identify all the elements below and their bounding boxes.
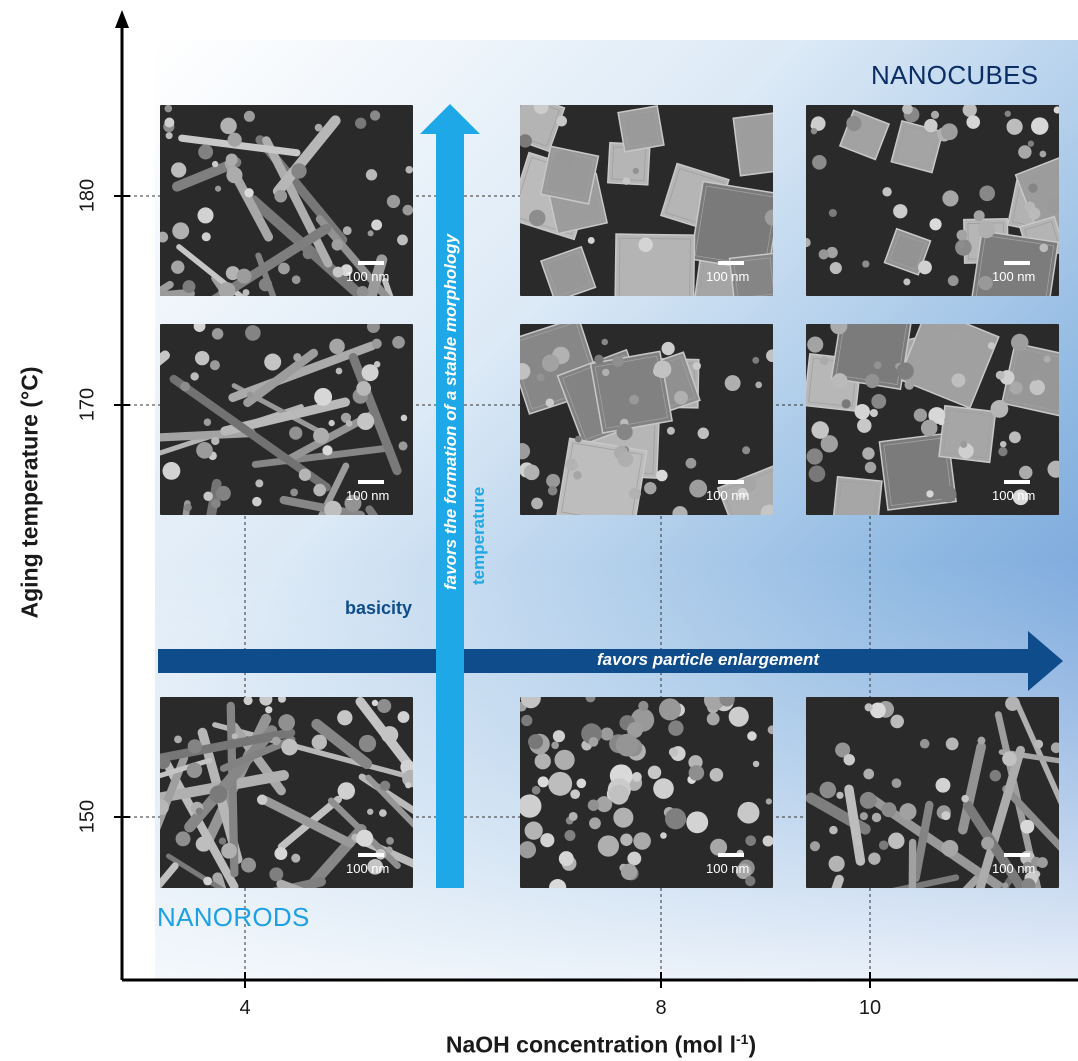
x-tick-10: 10: [858, 997, 882, 1019]
y-tick-170: 170: [76, 387, 99, 422]
scale-label: 100 nm: [706, 488, 750, 503]
basicity-label: basicity: [345, 598, 413, 618]
scale-label: 100 nm: [992, 861, 1036, 876]
micrograph-8-170: 100 nm: [520, 324, 773, 515]
micrograph-10-150: 100 nm: [806, 697, 1059, 888]
micrograph-4-180: 100 nm: [160, 105, 413, 296]
scale-bar: [718, 853, 744, 857]
stable-morphology-note: favors the formation of a stable morphol…: [441, 233, 460, 590]
scale-label: 100 nm: [992, 269, 1036, 284]
scale-bar: [358, 261, 384, 265]
tick-marks: [114, 195, 871, 988]
scale-bar: [1004, 480, 1030, 484]
scale-bar: [718, 261, 744, 265]
micrograph-10-170: 100 nm: [806, 324, 1059, 515]
scale-label: 100 nm: [346, 269, 390, 284]
scale-label: 100 nm: [706, 861, 750, 876]
micrograph-8-180: 100 nm: [520, 105, 773, 296]
scale-bar: [358, 480, 384, 484]
scale-bar: [358, 853, 384, 857]
x-tick-4: 4: [239, 997, 251, 1019]
scale-bar: [1004, 261, 1030, 265]
scale-label: 100 nm: [346, 488, 390, 503]
micrograph-4-170: 100 nm: [160, 324, 413, 515]
temperature-arrow: [420, 104, 480, 888]
micrograph-4-150: 100 nm: [160, 697, 413, 888]
x-axis-title-sup: -1: [735, 1031, 749, 1047]
micrograph-10-180: 100 nm: [806, 105, 1059, 296]
scale-label: 100 nm: [706, 269, 750, 284]
y-axis-title: Aging temperature (°C): [16, 366, 43, 619]
temperature-label: temperature: [469, 486, 488, 585]
x-axis-title: NaOH concentration (mol l-1): [401, 1031, 801, 1059]
y-tick-150: 150: [76, 799, 99, 834]
particle-enlargement-note: favors particle enlargement: [597, 650, 820, 669]
scale-label: 100 nm: [992, 488, 1036, 503]
y-tick-180: 180: [76, 178, 99, 213]
x-axis-title-main: NaOH concentration (mol l: [445, 1031, 736, 1058]
scale-bar: [1004, 853, 1030, 857]
basicity-arrow: [158, 631, 1063, 691]
scale-label: 100 nm: [346, 861, 390, 876]
x-tick-8: 8: [655, 997, 667, 1019]
micrograph-8-150: 100 nm: [520, 697, 773, 888]
nanorods-label: NANORODS: [157, 902, 310, 932]
nanocubes-label: NANOCUBES: [871, 60, 1039, 90]
x-axis-title-end: ): [748, 1031, 757, 1058]
y-axis-arrowhead: [115, 10, 129, 28]
scale-bar: [718, 480, 744, 484]
